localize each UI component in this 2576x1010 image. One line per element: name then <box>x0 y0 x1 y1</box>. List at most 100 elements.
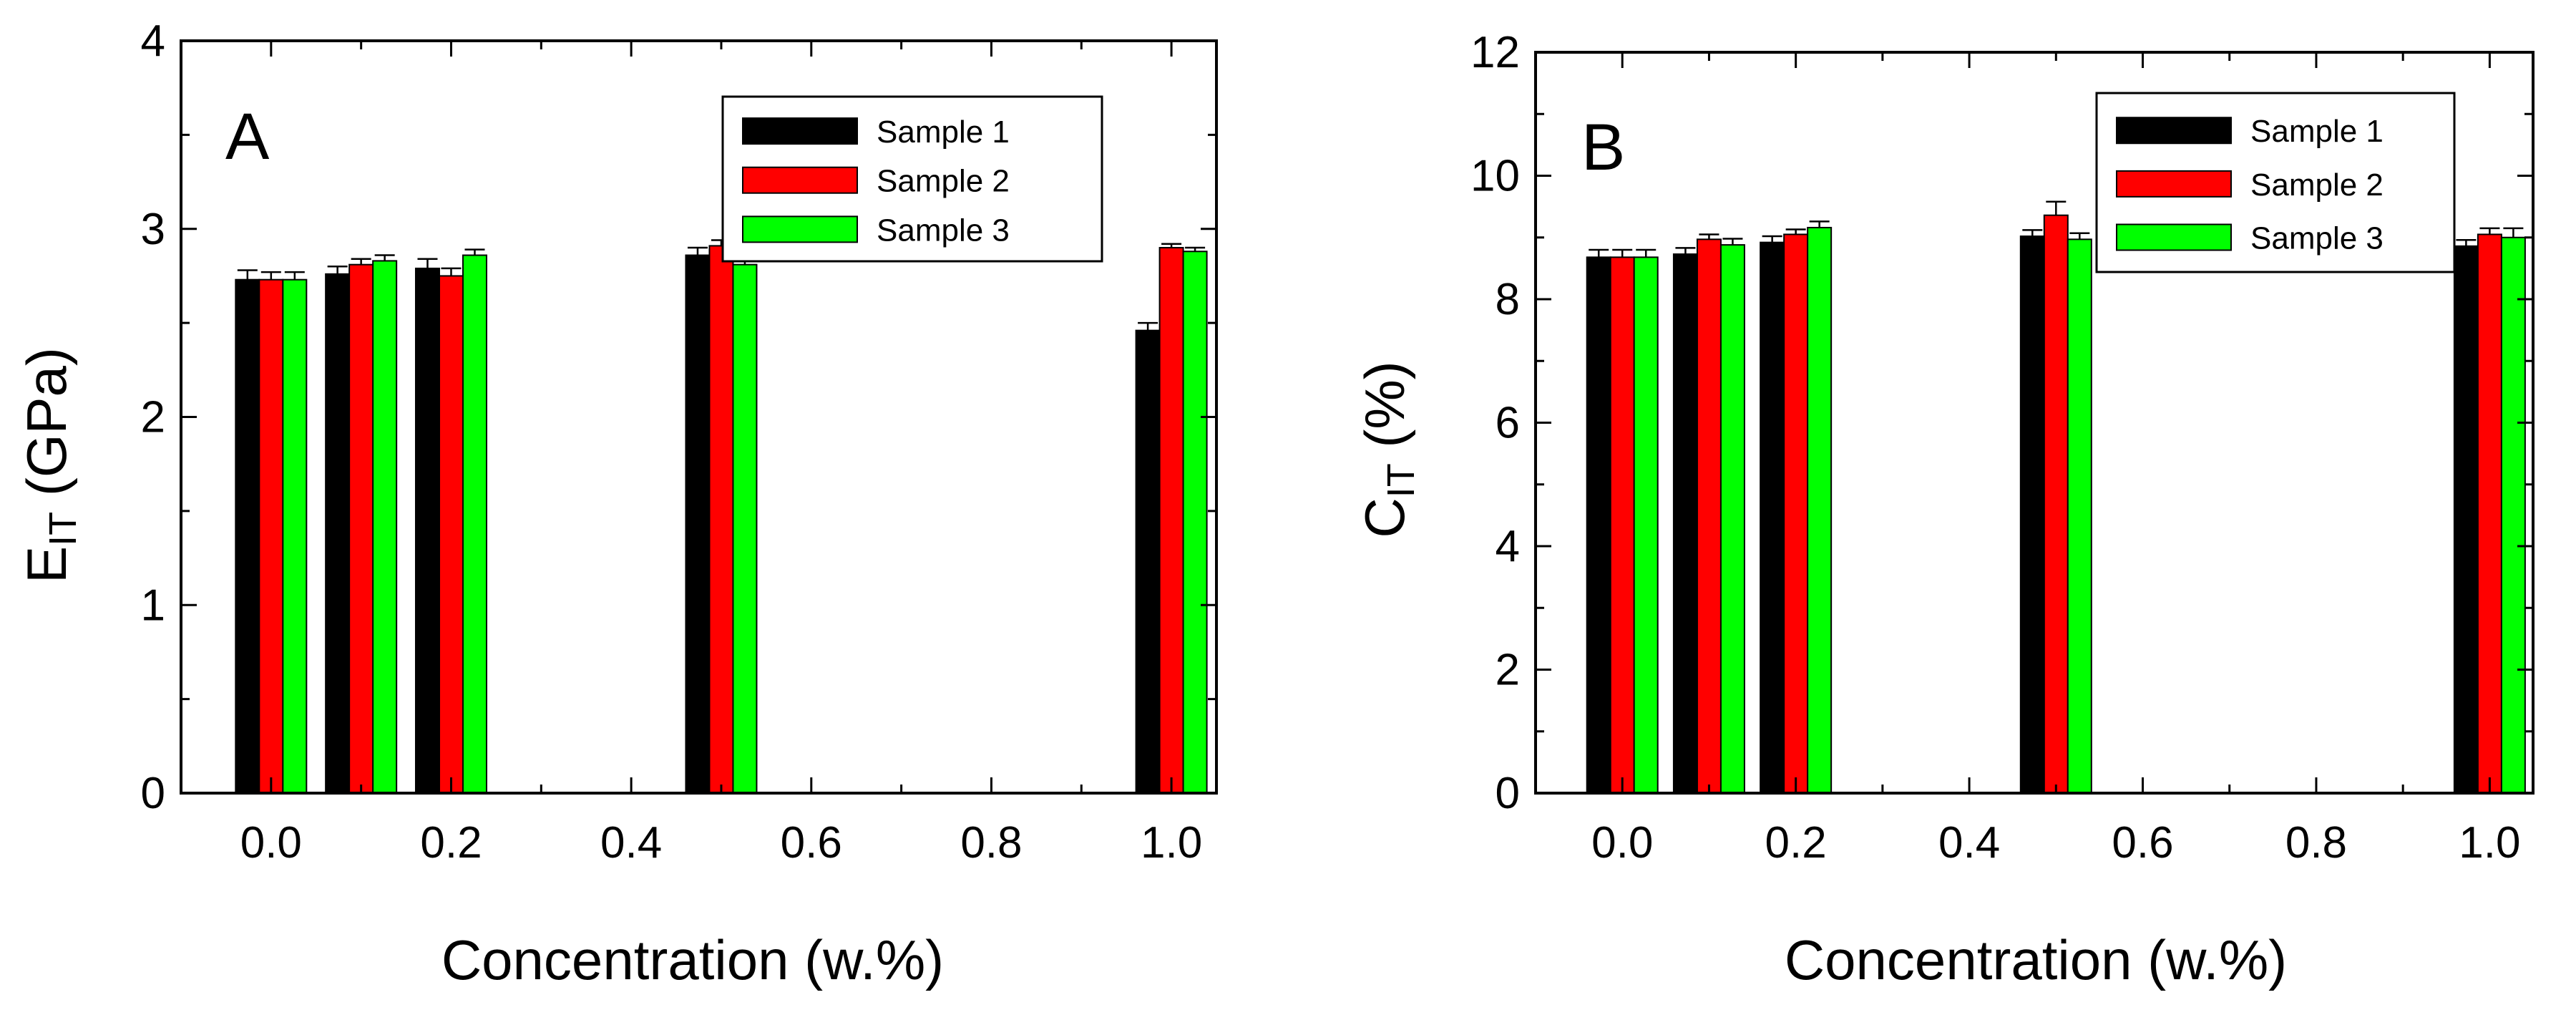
panel-b-bar-sample-2-1 <box>2477 233 2502 794</box>
panel-a-x-tick-label-1.0: 1.0 <box>1141 818 1202 868</box>
panel-b-bar-sample-3-0 <box>1633 256 1659 795</box>
panel-b-error-bar-sample-1-0 <box>1589 248 1609 258</box>
panel-b-bar-sample-2-0.1 <box>1696 238 1722 794</box>
panel-b-x-axis-title: Concentration (w.%) <box>1785 928 2287 991</box>
panel-b-y-tick-label-8: 8 <box>1496 275 1520 324</box>
panel-a-bar-sample-3-0 <box>282 278 308 794</box>
panel-b-legend-swatch-sample-3 <box>2116 223 2232 251</box>
panel-a-bar-sample-1-0.5 <box>685 254 711 795</box>
panel-a-bar-sample-2-0 <box>258 278 284 794</box>
panel-b-letter: B <box>1581 111 1625 184</box>
panel-a-x-tick-label-0.2: 0.2 <box>420 818 482 868</box>
panel-a-error-bar-sample-2-0.2 <box>441 267 462 276</box>
panel-b-bar-sample-2-0.5 <box>2043 214 2069 794</box>
panel-a-legend-label-sample-2: Sample 2 <box>877 164 1010 199</box>
panel-b-bar-sample-3-0.1 <box>1719 244 1745 795</box>
panel-a: A Concentration (w.%) EIT (GPa) 0 1 2 3 4 0.0… <box>15 16 1218 991</box>
panel-b-error-bar-sample-3-0.2 <box>1809 220 1830 228</box>
panel-a-legend-swatch-sample-2 <box>742 166 858 194</box>
panel-a-bar-sample-3-0.1 <box>372 260 398 795</box>
panel-b-y-tick-label-10: 10 <box>1470 152 1520 201</box>
panel-b-y-title-unit: (%) <box>1353 361 1416 463</box>
panel-a-y-title-unit: (GPa) <box>15 347 78 512</box>
panel-a-bar-sample-2-0.1 <box>348 263 374 794</box>
panel-a-y-tick-label-1: 1 <box>141 581 165 630</box>
panel-b-y-tick-label-0: 0 <box>1496 769 1520 818</box>
panel-a-x-tick-label-0.0: 0.0 <box>240 818 302 868</box>
panel-b-error-bar-sample-3-1 <box>2503 227 2524 238</box>
panel-a-error-bar-sample-1-0.2 <box>417 258 438 268</box>
panel-b-legend-swatch-sample-2 <box>2116 170 2232 198</box>
panel-a-error-bar-sample-1-0.5 <box>687 246 708 256</box>
panel-a-bar-sample-1-0 <box>235 278 260 794</box>
panel-b-x-tick-label-0.4: 0.4 <box>1938 818 2000 868</box>
panel-b-error-bar-sample-2-0.2 <box>1785 228 1806 235</box>
panel-a-error-bar-sample-3-1 <box>1185 246 1206 252</box>
panel-a-bar-sample-3-0.2 <box>462 254 487 795</box>
panel-b-legend-swatch-sample-1 <box>2116 117 2232 145</box>
panel-b-x-tick-label-0.8: 0.8 <box>2285 818 2347 868</box>
panel-a-y-title-main: E <box>15 546 78 583</box>
panel-a-bar-sample-1-1 <box>1135 329 1161 794</box>
panel-b-bar-sample-2-0 <box>1609 256 1635 795</box>
panel-a-error-bar-sample-3-0.1 <box>374 254 395 261</box>
panel-b-legend-label-sample-1: Sample 1 <box>2250 114 2384 149</box>
panel-a-error-bar-sample-2-0.1 <box>351 258 371 265</box>
panel-b-y-tick-label-12: 12 <box>1470 28 1520 77</box>
panel-b-legend: Sample 1 Sample 2 Sample 3 <box>2095 92 2456 273</box>
panel-a-error-bar-sample-3-0 <box>284 271 305 280</box>
panel-b: B Concentration (w.%) CIT (%) 0 2 4 6 8 10 12 0… <box>1353 28 2534 991</box>
panel-b-y-tick-label-4: 4 <box>1496 522 1520 571</box>
panel-a-bar-sample-2-0.5 <box>708 245 734 794</box>
panel-a-bar-sample-1-0.1 <box>325 273 351 794</box>
panel-b-bar-sample-3-1 <box>2500 236 2526 794</box>
panel-a-y-tick-label-0: 0 <box>141 769 165 818</box>
panel-b-x-tick-label-0.0: 0.0 <box>1591 818 1653 868</box>
panel-b-error-bar-sample-2-1 <box>2479 227 2500 235</box>
panel-b-bar-sample-1-0.2 <box>1760 241 1785 794</box>
panel-b-error-bar-sample-3-0 <box>1636 248 1657 258</box>
panel-b-y-tick-label-2: 2 <box>1496 646 1520 695</box>
panel-a-legend-label-sample-1: Sample 1 <box>877 115 1010 150</box>
panel-b-error-bar-sample-3-0.5 <box>2069 232 2090 240</box>
panel-a-x-tick-label-0.4: 0.4 <box>600 818 662 868</box>
panel-a-legend: Sample 1 Sample 2 Sample 3 <box>721 95 1103 263</box>
panel-a-legend-label-sample-3: Sample 3 <box>877 213 1010 248</box>
panel-b-y-title-sub: IT <box>1380 463 1423 497</box>
panel-b-y-tick-label-6: 6 <box>1496 399 1520 448</box>
panel-a-error-bar-sample-3-0.2 <box>464 248 485 256</box>
panel-b-error-bar-sample-1-0.1 <box>1675 247 1696 255</box>
panel-a-legend-swatch-sample-3 <box>742 215 858 243</box>
panel-a-y-tick-label-4: 4 <box>141 16 165 66</box>
panel-b-bar-sample-1-1 <box>2453 245 2479 794</box>
panel-a-error-bar-sample-1-0.1 <box>327 266 348 274</box>
panel-b-y-title-main: C <box>1353 497 1416 538</box>
panel-b-legend-label-sample-3: Sample 3 <box>2250 220 2384 256</box>
panel-a-legend-swatch-sample-1 <box>742 117 858 145</box>
panel-a-y-title-sub: IT <box>42 512 84 546</box>
panel-a-error-bar-sample-2-1 <box>1161 243 1182 248</box>
panel-a-bar-sample-3-0.5 <box>732 263 758 794</box>
panel-b-error-bar-sample-1-0.5 <box>2022 229 2043 237</box>
panel-a-x-tick-label-0.8: 0.8 <box>960 818 1022 868</box>
panel-b-bar-sample-1-0.1 <box>1672 253 1698 795</box>
panel-a-bar-sample-3-1 <box>1182 251 1208 794</box>
panel-b-x-tick-label-0.2: 0.2 <box>1765 818 1827 868</box>
panel-a-x-tick-label-0.6: 0.6 <box>781 818 842 868</box>
panel-b-error-bar-sample-2-0.5 <box>2046 200 2067 215</box>
panel-b-error-bar-sample-1-1 <box>2456 238 2477 246</box>
panel-b-bar-sample-3-0.2 <box>1807 226 1833 794</box>
panel-a-error-bar-sample-2-0 <box>260 271 281 280</box>
panel-b-bar-sample-1-0.5 <box>2019 235 2045 794</box>
panel-a-y-tick-label-3: 3 <box>141 205 165 254</box>
panel-a-bar-sample-1-0.2 <box>414 267 440 794</box>
panel-a-error-bar-sample-1-1 <box>1138 321 1158 331</box>
panel-a-y-tick-label-2: 2 <box>141 393 165 442</box>
panel-b-x-tick-label-0.6: 0.6 <box>2112 818 2173 868</box>
panel-a-letter: A <box>225 100 270 173</box>
panel-b-bar-sample-3-0.5 <box>2067 238 2092 794</box>
panel-a-y-axis-title: EIT (GPa) <box>15 347 84 583</box>
panel-b-error-bar-sample-2-0 <box>1612 248 1633 258</box>
panel-a-bar-sample-2-1 <box>1158 247 1184 794</box>
